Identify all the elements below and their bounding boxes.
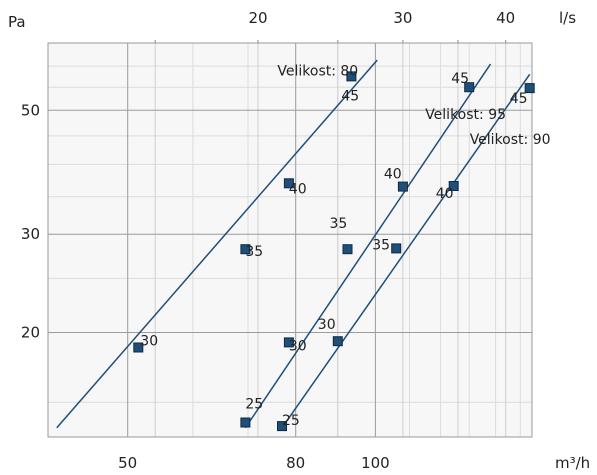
data-point-marker <box>342 244 353 255</box>
plot-frame <box>47 42 533 438</box>
grid <box>48 40 532 437</box>
data-point-label: 40 <box>289 181 307 197</box>
data-point-label: 35 <box>330 216 348 232</box>
data-point-marker <box>133 342 144 353</box>
series-name-label: Velikost: 95 <box>425 107 506 123</box>
series-line-1 <box>56 59 378 429</box>
y-tick-label: 30 <box>21 225 40 243</box>
series-name-label: Velikost: 80 <box>277 63 358 79</box>
data-point-label: 35 <box>372 237 390 253</box>
data-point-marker <box>283 178 294 189</box>
data-point-label: 30 <box>140 334 158 350</box>
x-tick-label-top: 20 <box>248 9 267 27</box>
data-point-label: 40 <box>436 186 454 202</box>
y-tick-label: 50 <box>21 101 40 119</box>
data-point-marker <box>524 83 535 94</box>
data-point-marker <box>277 421 287 432</box>
data-point-marker <box>332 336 343 347</box>
data-point-label: 45 <box>341 88 359 104</box>
data-point-marker <box>240 417 251 428</box>
series-lines <box>56 59 531 429</box>
x-tick-label-bottom: 100 <box>361 454 390 472</box>
data-point-marker <box>464 82 475 93</box>
data-point-label: 45 <box>451 71 469 87</box>
series-markers <box>133 71 535 432</box>
data-point-label: 30 <box>318 317 336 333</box>
series-line-3 <box>281 73 531 429</box>
series-name-label: Velikost: 90 <box>470 132 551 148</box>
data-point-label: 40 <box>384 167 402 183</box>
data-point-marker <box>346 71 357 82</box>
top-unit-label: l/s <box>559 9 576 27</box>
x-tick-label-top: 30 <box>393 9 412 27</box>
data-point-marker <box>448 181 459 191</box>
data-point-marker <box>283 337 294 348</box>
axis-labels: 50 80 100 20 30 40 20 30 50 Pa l/s m³/h <box>8 9 590 472</box>
y-unit-label: Pa <box>8 13 26 31</box>
data-point-label: 35 <box>245 244 263 260</box>
data-point-label: 25 <box>282 413 300 429</box>
plot-background <box>48 43 532 437</box>
data-point-marker <box>397 181 408 192</box>
x-tick-label-top: 40 <box>496 9 515 27</box>
data-point-label: 45 <box>510 91 528 107</box>
data-point-marker <box>240 244 251 255</box>
data-point-label: 30 <box>289 338 307 354</box>
x-tick-label-bottom: 80 <box>286 454 305 472</box>
bottom-unit-label: m³/h <box>555 454 590 472</box>
y-tick-label: 20 <box>21 324 40 342</box>
data-point-label: 25 <box>245 397 263 413</box>
x-tick-label-bottom: 50 <box>118 454 137 472</box>
series-line-2 <box>244 63 492 429</box>
data-point-marker <box>391 243 402 254</box>
